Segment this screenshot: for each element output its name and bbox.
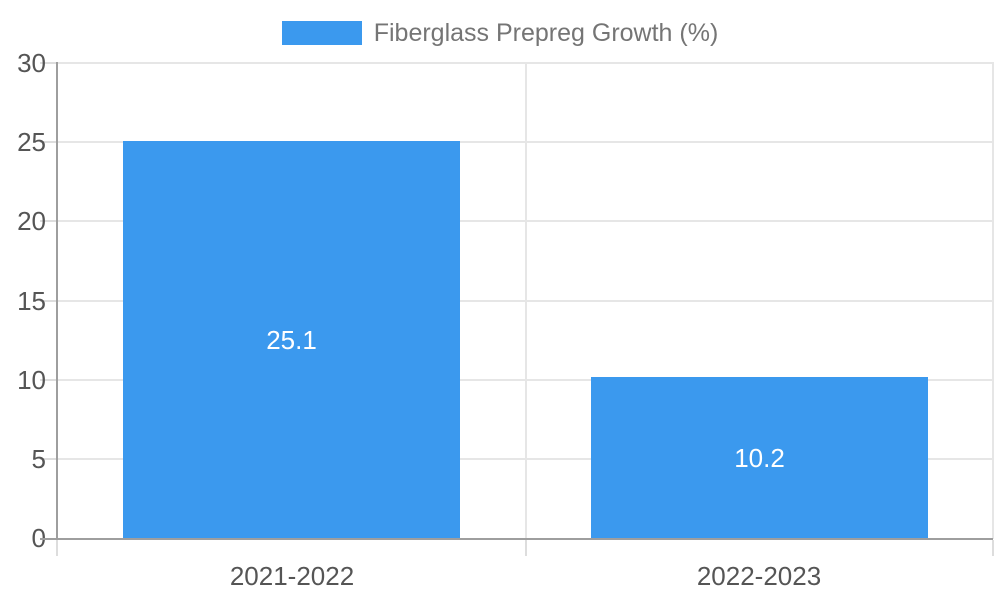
y-axis-tick <box>40 300 58 302</box>
y-axis-tick <box>40 220 58 222</box>
y-axis-tick <box>40 458 58 460</box>
y-axis-tick-label: 20 <box>17 206 46 236</box>
x-axis-tick <box>992 540 994 556</box>
plot-right-border <box>992 62 994 539</box>
legend-swatch <box>281 21 362 45</box>
y-axis-tick-label: 15 <box>17 286 46 316</box>
x-axis-tick <box>525 540 527 556</box>
bar[interactable] <box>123 141 460 538</box>
y-axis-tick-label: 0 <box>31 523 46 553</box>
y-axis-tick-label: 5 <box>31 444 46 474</box>
y-axis-tick <box>40 141 58 143</box>
x-axis-line <box>40 538 993 540</box>
y-axis-tick-label: 25 <box>17 127 46 157</box>
x-axis-category-label: 2022-2023 <box>696 561 822 591</box>
legend-label: Fiberglass Prepreg Growth (%) <box>373 19 719 47</box>
bar-value-label: 10.2 <box>734 443 785 473</box>
y-axis-tick-label: 10 <box>17 365 46 395</box>
bar-value-label: 25.1 <box>266 325 317 355</box>
x-axis-category-label: 2021-2022 <box>229 561 355 591</box>
x-axis-origin-tick <box>56 540 58 556</box>
y-axis-tick <box>40 379 58 381</box>
category-divider-gridline <box>525 62 527 539</box>
bar[interactable] <box>591 377 928 538</box>
legend: Fiberglass Prepreg Growth (%) <box>0 18 1000 48</box>
y-axis-tick <box>40 62 58 64</box>
y-axis-tick-label: 30 <box>17 48 46 78</box>
y-axis-line <box>56 62 58 539</box>
